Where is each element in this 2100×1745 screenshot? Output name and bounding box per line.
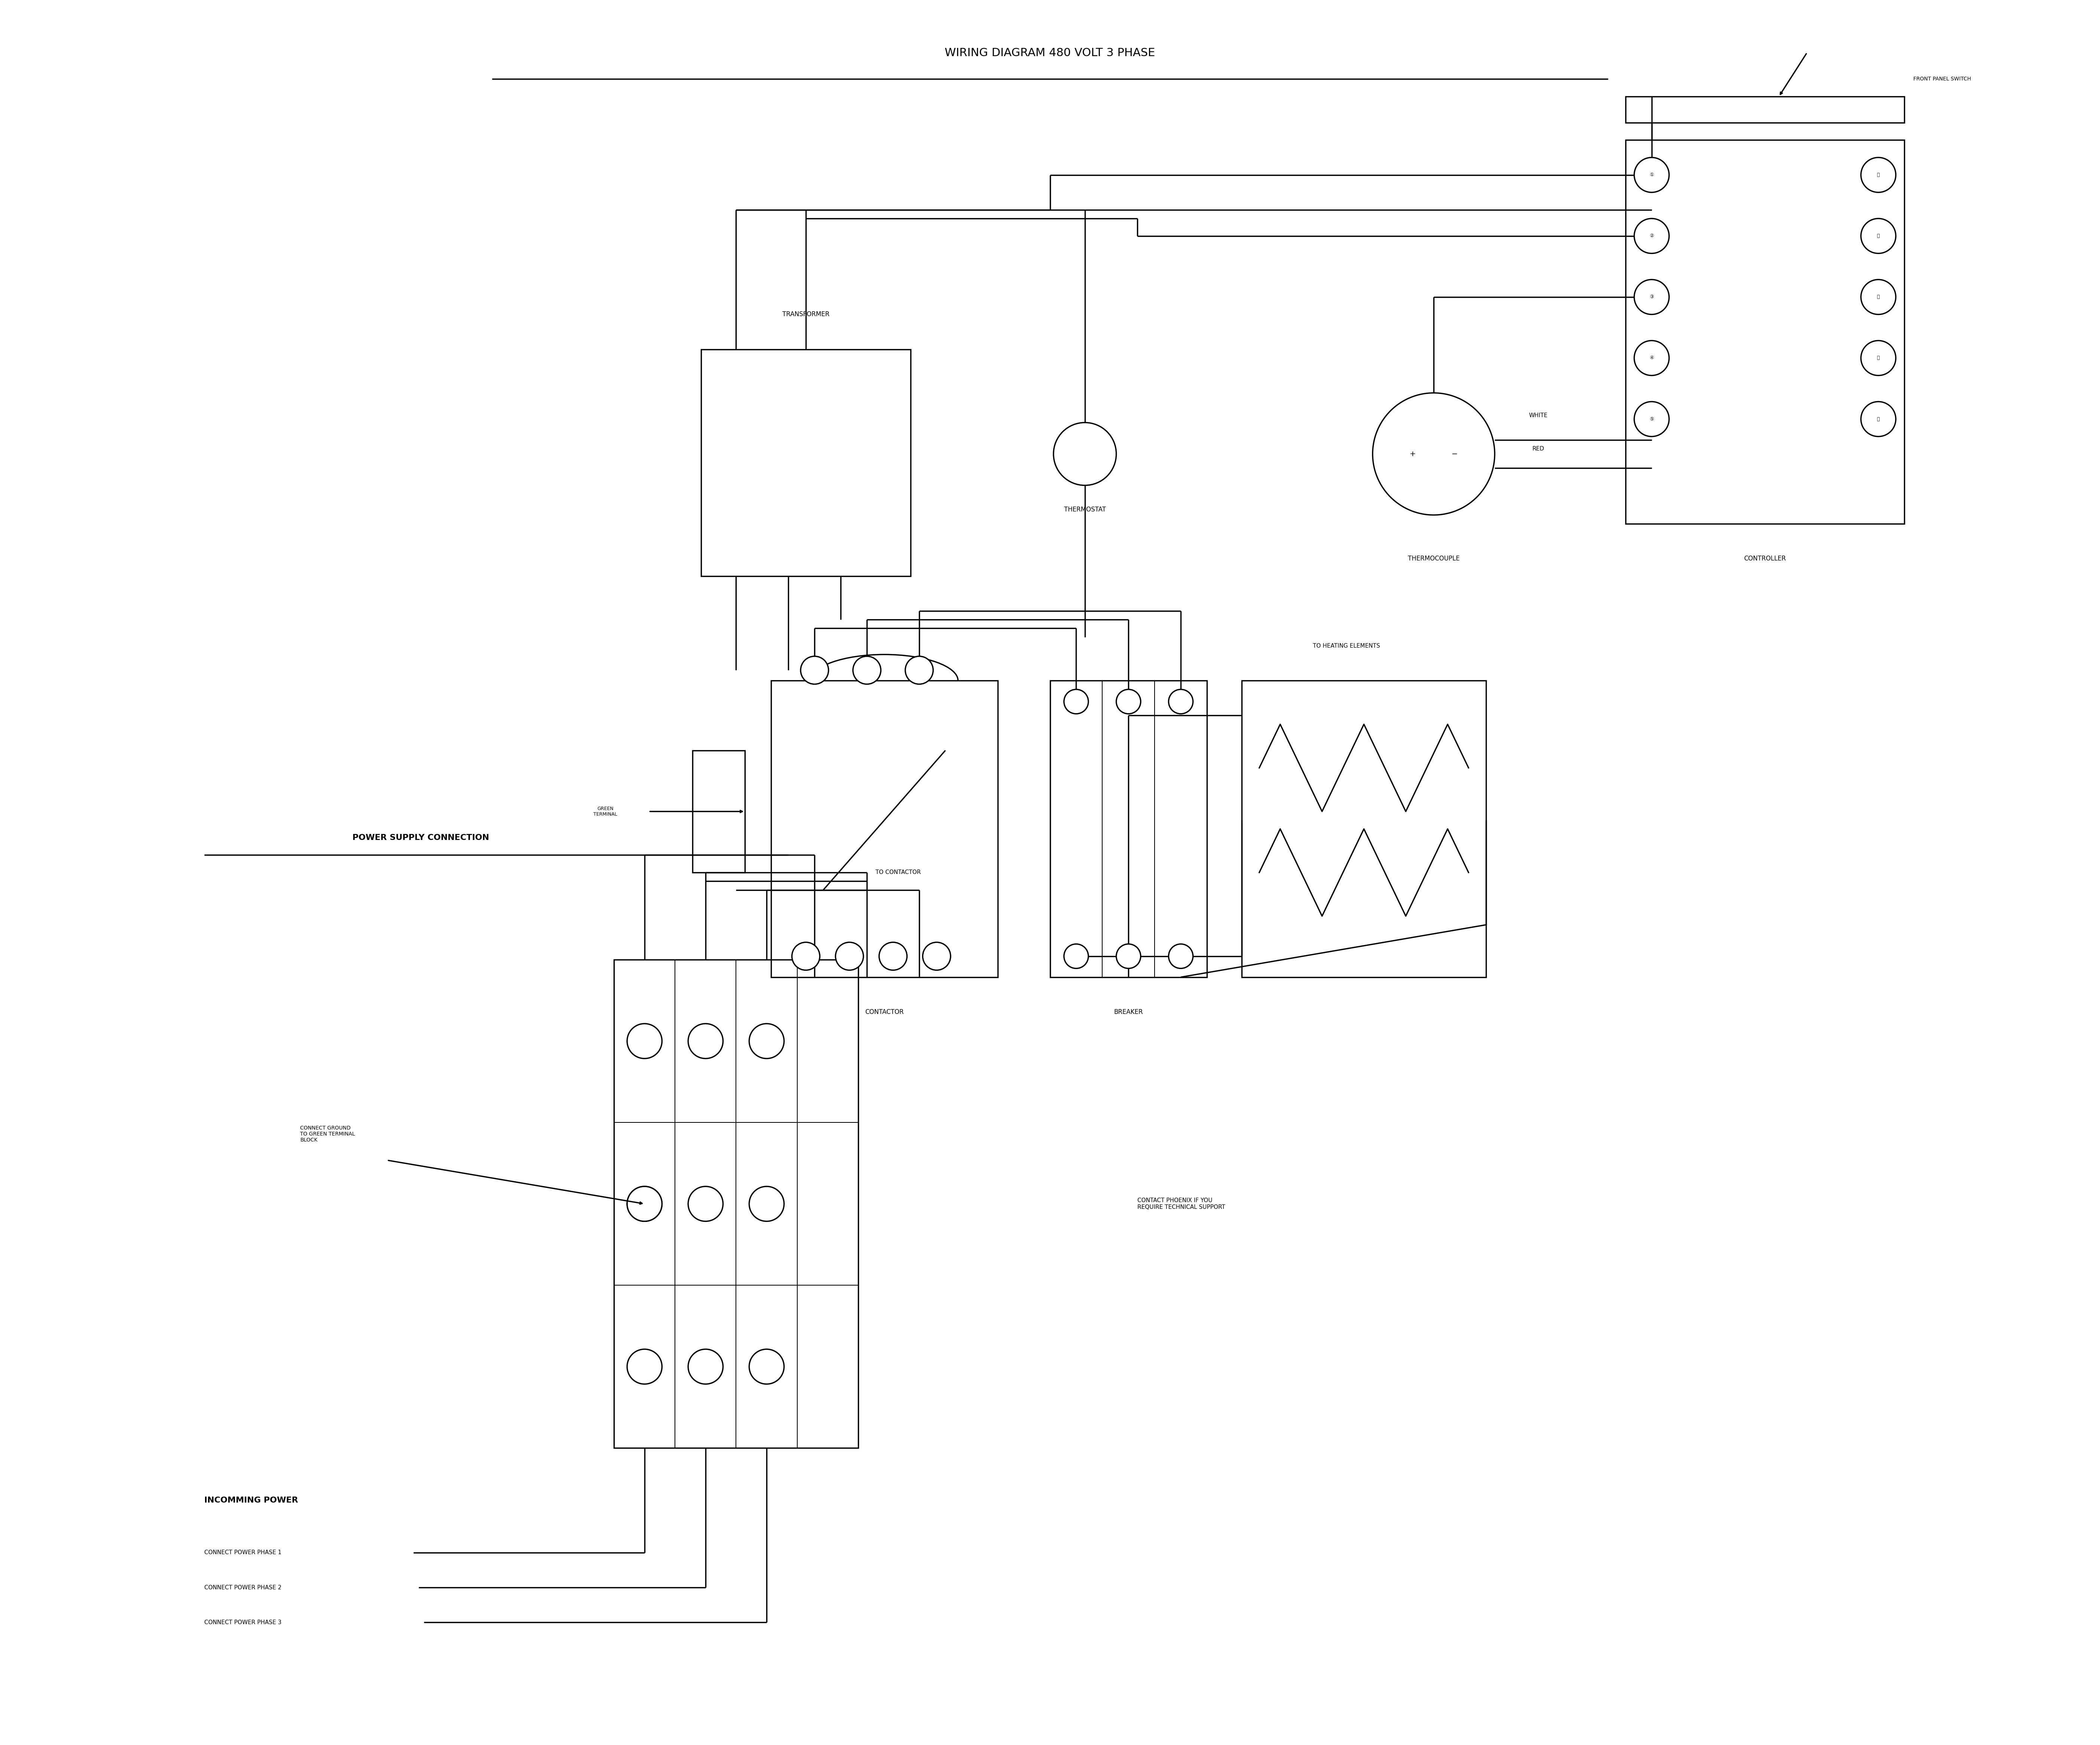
Text: ⑫: ⑫ [1877, 234, 1880, 239]
Circle shape [1861, 157, 1896, 192]
Text: THERMOSTAT: THERMOSTAT [1065, 506, 1107, 513]
Circle shape [750, 1349, 783, 1384]
Circle shape [750, 1187, 783, 1222]
Circle shape [1065, 689, 1088, 714]
Text: GREEN
TERMINAL: GREEN TERMINAL [594, 806, 617, 817]
Circle shape [1168, 944, 1193, 968]
Circle shape [836, 942, 863, 970]
Circle shape [905, 656, 932, 684]
Text: BREAKER: BREAKER [1113, 1009, 1142, 1016]
Circle shape [689, 1024, 722, 1059]
Circle shape [689, 1349, 722, 1384]
Circle shape [628, 1024, 662, 1059]
Bar [1625, 96, 1905, 122]
Text: ⑭: ⑭ [1877, 356, 1880, 361]
Text: FRONT PANEL SWITCH: FRONT PANEL SWITCH [1913, 77, 1972, 82]
Text: CONNECT POWER PHASE 2: CONNECT POWER PHASE 2 [204, 1584, 281, 1590]
Text: −: − [1451, 450, 1457, 457]
Text: ①: ① [1648, 173, 1655, 178]
Text: WHITE: WHITE [1529, 414, 1548, 419]
Circle shape [1634, 340, 1670, 375]
Bar [693, 750, 746, 872]
Circle shape [1117, 689, 1140, 714]
Circle shape [628, 1349, 662, 1384]
Text: TO HEATING ELEMENTS: TO HEATING ELEMENTS [1312, 642, 1380, 649]
Circle shape [1634, 401, 1670, 436]
Circle shape [1634, 218, 1670, 253]
Text: ②: ② [1648, 234, 1655, 239]
Circle shape [1861, 279, 1896, 314]
Circle shape [1054, 422, 1117, 485]
Text: CONTACTOR: CONTACTOR [865, 1009, 903, 1016]
Text: ⑪: ⑪ [1877, 173, 1880, 178]
Text: ④: ④ [1648, 356, 1655, 361]
Circle shape [628, 1187, 662, 1222]
Text: +: + [1409, 450, 1415, 457]
Bar [1241, 681, 1487, 977]
Text: ③: ③ [1648, 295, 1655, 300]
Bar [771, 681, 998, 977]
Text: CONTROLLER: CONTROLLER [1743, 555, 1785, 562]
Circle shape [1634, 279, 1670, 314]
Text: THERMOCOUPLE: THERMOCOUPLE [1407, 555, 1459, 562]
Circle shape [1861, 340, 1896, 375]
Circle shape [1373, 393, 1495, 515]
Circle shape [1117, 944, 1140, 968]
Text: TRANSFORMER: TRANSFORMER [783, 311, 830, 318]
Text: WIRING DIAGRAM 480 VOLT 3 PHASE: WIRING DIAGRAM 480 VOLT 3 PHASE [945, 47, 1155, 58]
Text: CONNECT POWER PHASE 3: CONNECT POWER PHASE 3 [204, 1619, 281, 1625]
Circle shape [1634, 157, 1670, 192]
Circle shape [1861, 218, 1896, 253]
Bar [1050, 681, 1208, 977]
Text: ⑮: ⑮ [1877, 417, 1880, 422]
Text: POWER SUPPLY CONNECTION: POWER SUPPLY CONNECTION [353, 834, 489, 841]
Text: CONNECT GROUND
TO GREEN TERMINAL
BLOCK: CONNECT GROUND TO GREEN TERMINAL BLOCK [300, 1126, 355, 1143]
Bar [1625, 140, 1905, 523]
Circle shape [853, 656, 880, 684]
Circle shape [922, 942, 951, 970]
Text: ⑤: ⑤ [1648, 417, 1655, 422]
Text: RED: RED [1533, 447, 1543, 452]
Text: INCOMMING POWER: INCOMMING POWER [204, 1497, 298, 1504]
Circle shape [1065, 944, 1088, 968]
Circle shape [628, 1187, 662, 1222]
Circle shape [750, 1024, 783, 1059]
Circle shape [800, 656, 830, 684]
Circle shape [792, 942, 819, 970]
Bar [613, 960, 859, 1448]
Text: CONTACT PHOENIX IF YOU
REQUIRE TECHNICAL SUPPORT: CONTACT PHOENIX IF YOU REQUIRE TECHNICAL… [1138, 1197, 1224, 1209]
Circle shape [880, 942, 907, 970]
Circle shape [1861, 401, 1896, 436]
Circle shape [689, 1187, 722, 1222]
Text: CONNECT POWER PHASE 1: CONNECT POWER PHASE 1 [204, 1550, 281, 1555]
Text: ⑬: ⑬ [1877, 295, 1880, 300]
Circle shape [1168, 689, 1193, 714]
Text: TO CONTACTOR: TO CONTACTOR [876, 869, 922, 876]
Bar [701, 349, 911, 576]
